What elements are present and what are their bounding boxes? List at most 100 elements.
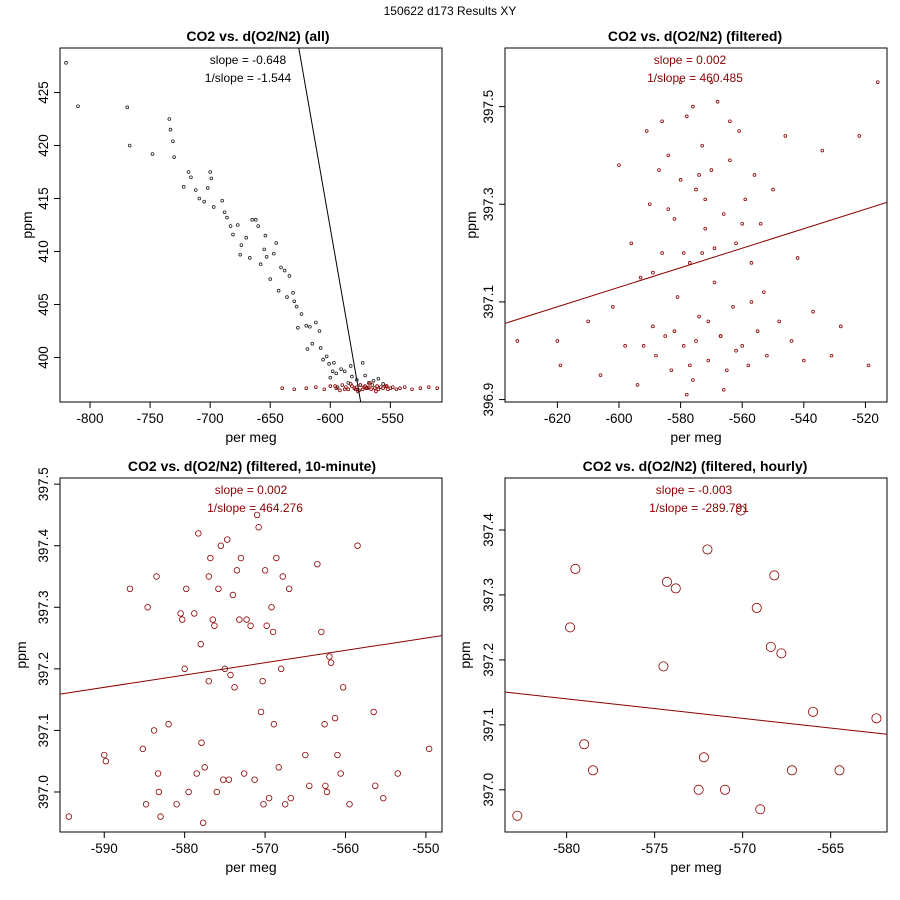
data-point [811,309,815,314]
data-point [339,367,343,371]
data-point [721,387,726,392]
data-point [384,384,389,388]
data-point [211,622,218,629]
data-point [225,776,233,783]
data-point [215,585,222,593]
data-point [688,363,692,368]
y-tick-label: 397.1 [481,708,496,742]
panel-title: CO2 vs. d(O2/N2) (filtered) [608,28,782,44]
data-point [253,511,261,519]
x-tick-label: -620 [544,411,571,426]
data-point [282,268,287,273]
data-point [598,373,603,377]
data-point [660,119,664,124]
data-point [310,341,315,346]
x-tick-label: -520 [852,411,879,426]
data-point [370,383,375,387]
data-point [327,659,335,666]
x-axis-label: per meg [670,859,721,875]
data-point [299,312,304,316]
data-point [189,175,193,180]
data-point [258,262,263,267]
data-point [795,256,800,260]
data-point [712,280,717,285]
data-point [262,247,267,252]
data-point [224,536,231,543]
data-point [173,801,180,808]
data-point [197,641,204,648]
data-point [555,339,560,343]
data-point [186,170,191,174]
data-point [629,241,634,246]
data-point [172,155,176,159]
data-point [638,275,643,280]
data-point [617,163,621,167]
data-point [255,524,262,531]
data-point [150,727,158,734]
data-point [769,570,780,581]
data-point [225,215,229,220]
x-tick-label: -570 [729,841,756,856]
data-point [304,323,309,328]
data-point [776,648,787,659]
plot-frame [59,47,443,403]
data-point [340,383,345,387]
x-tick-label: -580 [553,841,580,856]
data-point [706,319,711,324]
data-point [372,782,379,790]
data-point [261,567,269,574]
data-point [193,770,200,777]
data-point [272,251,276,256]
data-point [675,295,680,299]
data-point [749,261,754,265]
data-point [435,386,439,391]
data-point [193,188,198,192]
data-point [202,199,206,204]
data-point [834,765,845,776]
data-point [721,212,726,216]
data-point [64,61,68,65]
data-point [269,628,277,636]
data-point [337,770,344,777]
data-point [277,665,285,673]
data-point [334,371,339,376]
data-point [263,622,270,629]
x-tick-label: -565 [817,841,844,856]
panel-hourly: CO2 vs. d(O2/N2) (filtered, hourly) slop… [457,458,888,875]
data-point [588,765,599,776]
data-point [740,221,745,226]
data-point [291,291,295,295]
data-point [758,221,763,226]
data-point [635,383,640,387]
data-point [709,168,714,172]
data-point [743,197,748,202]
data-point [229,591,237,599]
y-tick-label: 397.2 [481,643,496,677]
data-point [244,235,248,240]
data-point [294,304,299,309]
data-point [371,379,376,383]
data-point [177,610,184,617]
y-axis-label: ppm [13,641,29,668]
data-point [330,369,335,374]
inverse-slope-annotation: 1/slope = -289.791 [649,501,749,515]
data-point [651,324,655,329]
y-tick-label: 410 [36,240,51,263]
x-tick-label: -570 [252,841,279,856]
x-tick-label: -650 [257,411,284,426]
data-point [259,677,266,685]
data-point [247,622,254,629]
y-tick-label: 397.4 [36,528,51,562]
data-point [749,300,754,304]
data-point [321,357,325,362]
data-point [709,80,714,84]
x-tick-label: -800 [77,411,104,426]
data-point [365,386,370,391]
data-point [237,554,245,562]
data-point [197,196,202,201]
data-point [375,384,379,388]
data-point [398,386,402,391]
data-point [697,314,701,319]
data-point [280,386,285,391]
y-tick-label: 396.9 [481,383,496,417]
